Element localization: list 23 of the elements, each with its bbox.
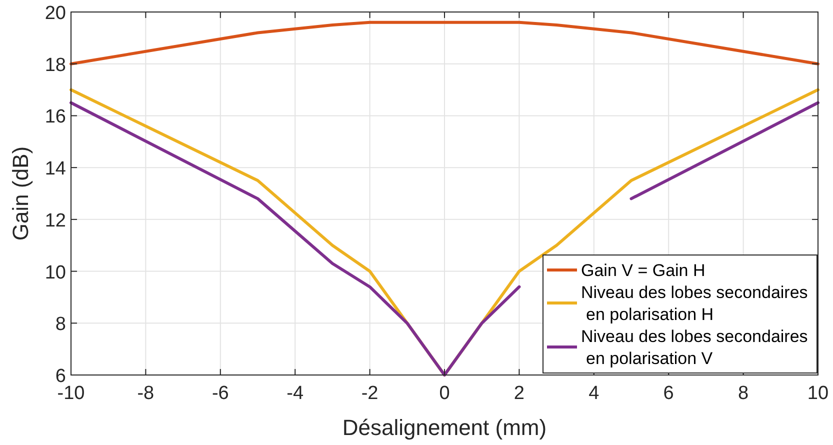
y-tick-label: 20 [44, 3, 66, 24]
x-tick-label: 4 [588, 383, 600, 404]
x-tick-label: 0 [439, 383, 450, 404]
x-tick-label: -6 [212, 383, 229, 404]
y-tick-label: 10 [44, 262, 66, 284]
legend-label: Niveau des lobes secondaires en polarisation V [581, 327, 808, 368]
x-tick-label: -8 [137, 383, 154, 404]
x-tick-label: -4 [286, 383, 304, 404]
y-tick-label: 14 [44, 158, 66, 180]
x-tick-label: 6 [663, 383, 674, 404]
x-tick-label: 10 [807, 383, 829, 404]
y-tick-label: 12 [44, 210, 66, 232]
legend-label: Gain V = Gain H [581, 261, 706, 280]
y-axis-title: Gain (dB) [8, 146, 33, 241]
x-tick-label: 2 [514, 383, 524, 404]
y-tick-label: 16 [44, 106, 66, 128]
x-tick-label: -2 [361, 383, 378, 404]
x-axis-title: Désalignement (mm) [342, 415, 547, 440]
legend-label: Niveau des lobes secondaires en polarisation H [581, 283, 808, 324]
line-series [70, 20, 820, 66]
y-tick-label: 8 [55, 314, 66, 336]
x-tick-label: 8 [738, 383, 749, 404]
y-tick-label: 18 [44, 54, 66, 76]
